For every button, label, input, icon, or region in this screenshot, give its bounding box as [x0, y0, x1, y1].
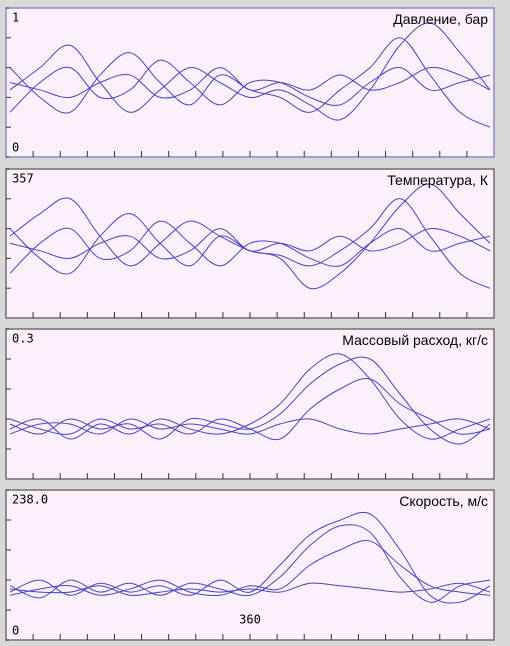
panel: Давление, бар 1 0	[5, 7, 495, 158]
panel: Массовый расход, кг/с 0.3	[5, 328, 495, 480]
y-tick-label: 357	[12, 172, 34, 186]
signal-line	[9, 418, 491, 435]
panel: Температура, К 357	[5, 168, 495, 319]
y-tick-label: 1	[12, 11, 19, 25]
signal-line	[9, 524, 491, 603]
signal-line	[9, 59, 491, 113]
panel-title: Температура, К	[387, 172, 489, 188]
signal-line	[9, 540, 491, 597]
panel-background	[5, 328, 495, 480]
signal-line	[9, 582, 491, 596]
signal-line	[9, 511, 491, 604]
signal-line	[9, 228, 491, 260]
y-tick-label: 0.3	[12, 332, 34, 346]
signal-line	[9, 66, 491, 99]
panel-title: Давление, бар	[393, 11, 488, 27]
panel-title: Скорость, м/с	[399, 493, 488, 509]
signal-line	[9, 22, 491, 121]
y-tick-label: 0	[12, 141, 19, 155]
signal-line	[9, 220, 491, 274]
panel: Скорость, м/с 238.0 0 360	[5, 489, 495, 641]
y-tick-label: 0	[12, 624, 19, 638]
signal-line	[9, 378, 491, 441]
panel-title: Массовый расход, кг/с	[342, 332, 488, 348]
x-tick-label: 360	[239, 613, 261, 627]
y-tick-label: 238.0	[12, 493, 48, 507]
